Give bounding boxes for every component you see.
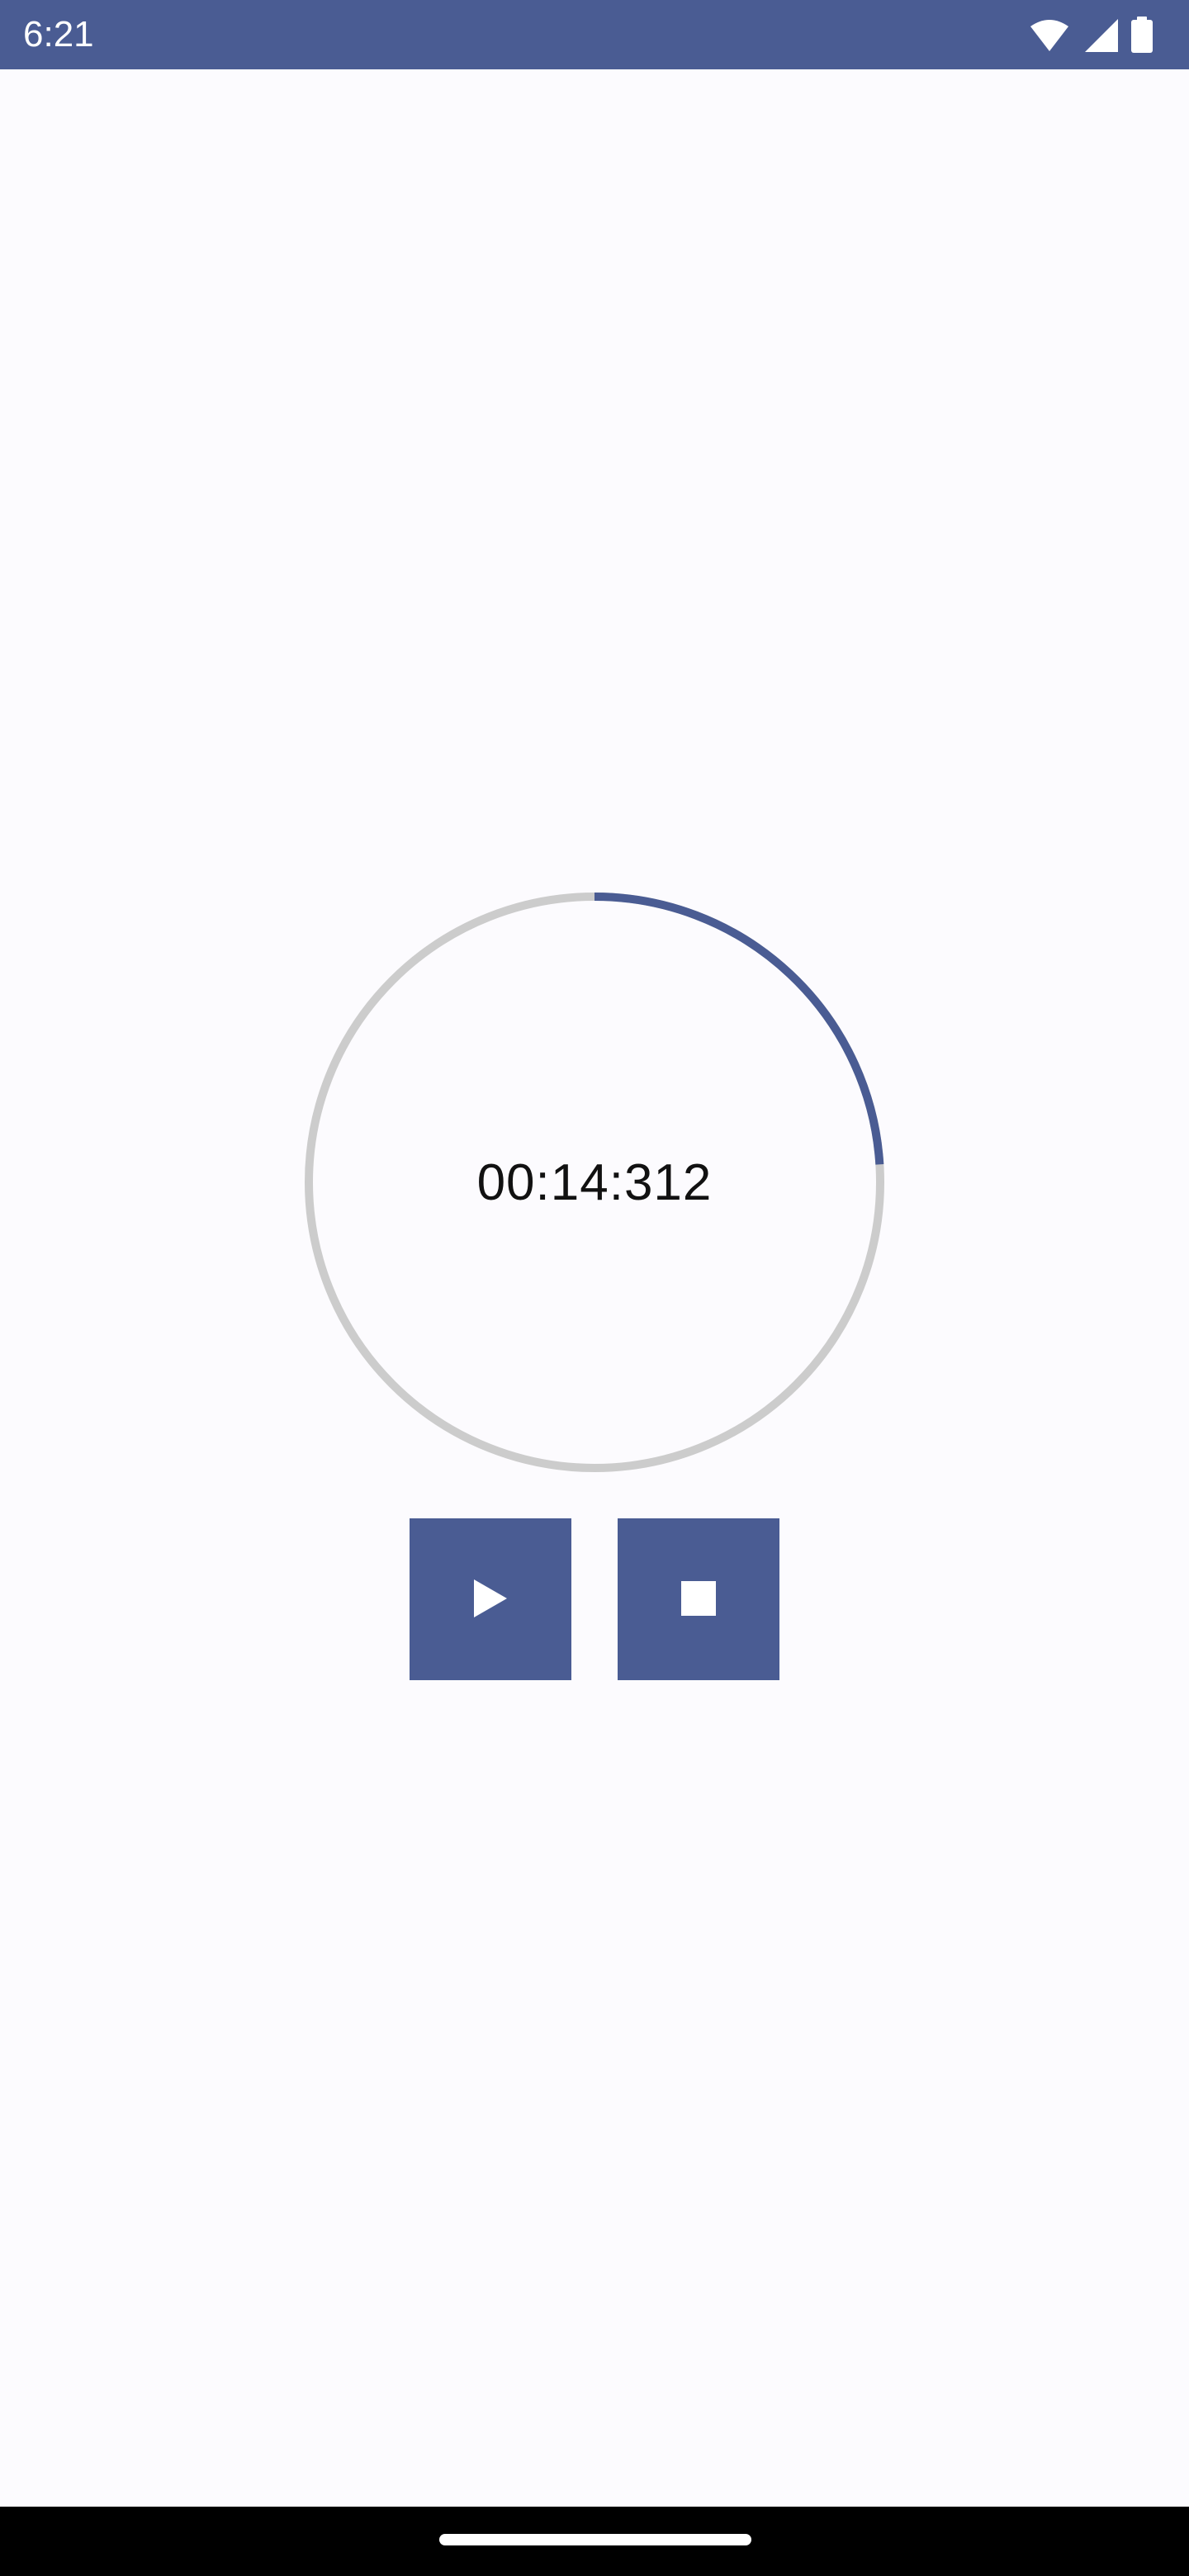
wifi-icon <box>1029 18 1070 51</box>
status-time: 6:21 <box>23 14 94 54</box>
stop-button[interactable] <box>618 1518 779 1680</box>
battery-icon <box>1131 17 1153 53</box>
status-bar: 6:21 <box>0 0 1189 69</box>
stopwatch-dial: 00:14:312 <box>305 893 884 1472</box>
play-button[interactable] <box>410 1518 571 1680</box>
progress-ring <box>305 893 884 1472</box>
home-gesture-handle[interactable] <box>439 2534 751 2545</box>
status-icons <box>1029 17 1153 53</box>
elapsed-time-display: 00:14:312 <box>476 1153 713 1211</box>
progress-ring-arc <box>305 893 884 1472</box>
play-icon <box>472 1578 509 1622</box>
cellular-signal-icon <box>1083 17 1118 52</box>
stop-icon <box>681 1580 716 1618</box>
